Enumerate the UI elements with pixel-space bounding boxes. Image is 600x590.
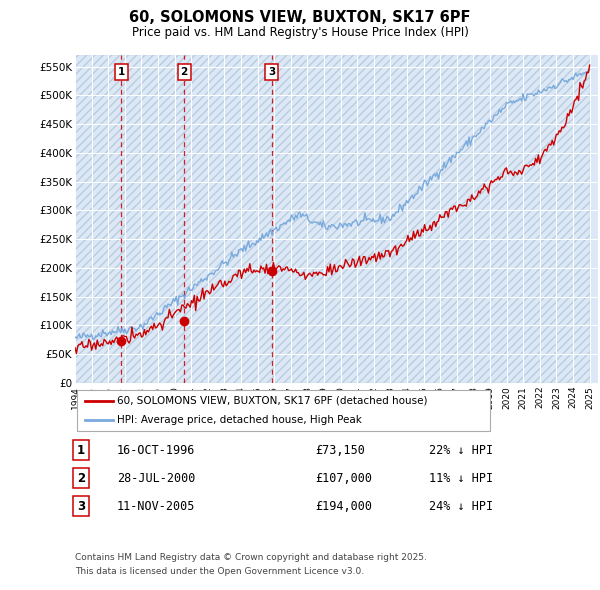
Text: 11% ↓ HPI: 11% ↓ HPI [429,471,493,484]
Text: 1: 1 [77,444,85,457]
Text: 28-JUL-2000: 28-JUL-2000 [117,471,196,484]
FancyBboxPatch shape [77,390,490,431]
Text: £194,000: £194,000 [315,500,372,513]
Text: 2: 2 [77,471,85,484]
Text: 3: 3 [77,500,85,513]
Text: 60, SOLOMONS VIEW, BUXTON, SK17 6PF: 60, SOLOMONS VIEW, BUXTON, SK17 6PF [129,10,471,25]
Text: Price paid vs. HM Land Registry's House Price Index (HPI): Price paid vs. HM Land Registry's House … [131,26,469,39]
Text: This data is licensed under the Open Government Licence v3.0.: This data is licensed under the Open Gov… [75,567,364,576]
Text: 24% ↓ HPI: 24% ↓ HPI [429,500,493,513]
Text: 22% ↓ HPI: 22% ↓ HPI [429,444,493,457]
Text: 1: 1 [118,67,125,77]
Text: 3: 3 [268,67,275,77]
Text: 11-NOV-2005: 11-NOV-2005 [117,500,196,513]
Text: £107,000: £107,000 [315,471,372,484]
Text: 2: 2 [181,67,188,77]
Text: 16-OCT-1996: 16-OCT-1996 [117,444,196,457]
Text: HPI: Average price, detached house, High Peak: HPI: Average price, detached house, High… [116,415,362,425]
Text: £73,150: £73,150 [315,444,365,457]
Text: Contains HM Land Registry data © Crown copyright and database right 2025.: Contains HM Land Registry data © Crown c… [75,553,427,562]
Text: 60, SOLOMONS VIEW, BUXTON, SK17 6PF (detached house): 60, SOLOMONS VIEW, BUXTON, SK17 6PF (det… [116,396,427,405]
